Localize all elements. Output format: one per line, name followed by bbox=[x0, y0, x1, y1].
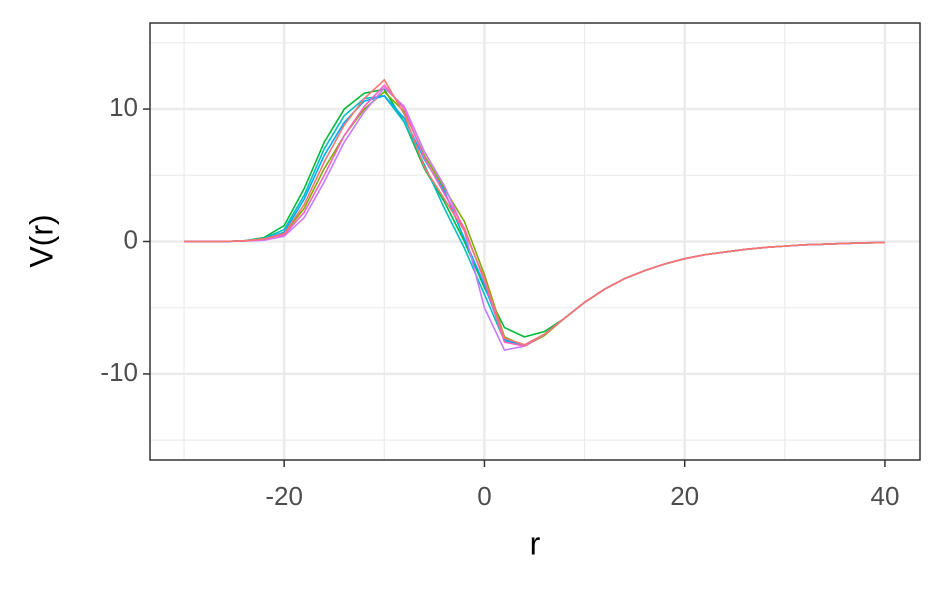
series-line bbox=[184, 78, 885, 346]
x-tick-label: 40 bbox=[870, 481, 899, 511]
y-tick-label: -10 bbox=[100, 357, 138, 387]
y-tick-label: 0 bbox=[124, 224, 138, 254]
x-axis-label: r bbox=[530, 525, 541, 561]
plot-border bbox=[149, 22, 921, 461]
x-tick-label: 20 bbox=[670, 481, 699, 511]
y-tick-label: 10 bbox=[109, 92, 138, 122]
x-tick-label: 0 bbox=[477, 481, 491, 511]
x-tick-label: -20 bbox=[265, 481, 303, 511]
y-axis-label: V(r) bbox=[23, 214, 59, 267]
